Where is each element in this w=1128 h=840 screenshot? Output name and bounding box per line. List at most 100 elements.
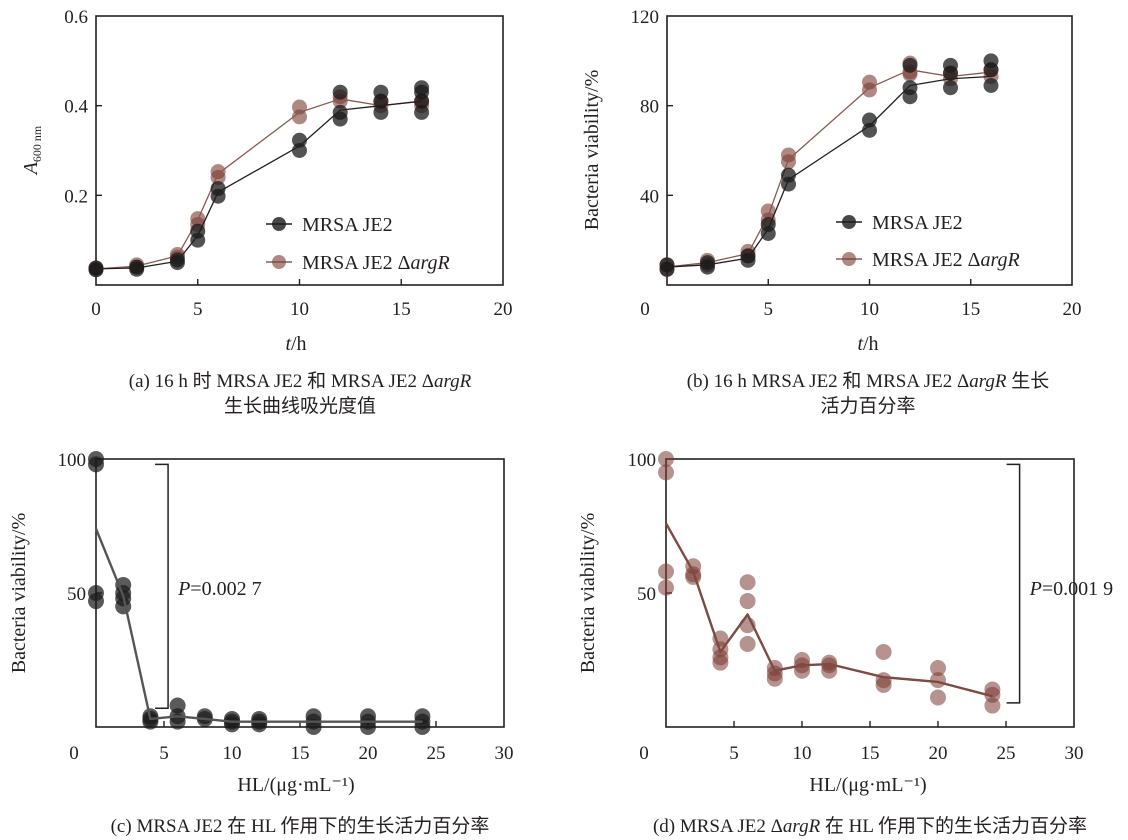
data-point xyxy=(902,57,918,73)
data-point xyxy=(658,464,674,481)
data-point xyxy=(658,563,674,580)
caption-a-line2: 生长曲线吸光度值 xyxy=(224,395,376,417)
x-tick-label: 5 xyxy=(159,743,169,764)
significance-bracket xyxy=(155,463,169,709)
data-point xyxy=(930,660,946,677)
data-point xyxy=(930,689,946,706)
data-point xyxy=(875,643,892,660)
x-tick-label: 0 xyxy=(640,299,650,320)
x-tick-label: 5 xyxy=(764,299,774,320)
data-point xyxy=(658,579,674,596)
data-point xyxy=(292,132,307,148)
x-tick-label: 15 xyxy=(291,743,310,764)
x-tick-label: 5 xyxy=(729,743,739,764)
data-point xyxy=(821,662,838,679)
series-b-0 xyxy=(659,53,999,277)
data-point xyxy=(88,456,104,473)
x-tick-label: 20 xyxy=(929,743,948,764)
x-tick-label: 25 xyxy=(427,743,446,764)
mean-line xyxy=(94,528,423,723)
series-c-0 xyxy=(88,451,431,735)
caption-a-line1: (a) 16 h 时 MRSA JE2 和 MRSA JE2 ΔargR xyxy=(129,370,472,392)
legend-argr-label: MRSA JE2 ΔargR xyxy=(302,252,450,274)
x-tick-label: 10 xyxy=(860,299,879,320)
data-point xyxy=(700,255,715,271)
x-tick-label: 20 xyxy=(494,299,513,320)
data-point xyxy=(739,574,756,591)
x-tick-label: 20 xyxy=(359,743,378,764)
data-point xyxy=(781,147,796,163)
legend-b: MRSA JE2 MRSA JE2 ΔargR xyxy=(836,212,1020,271)
y-tick-label: 120 xyxy=(631,7,660,28)
data-point xyxy=(373,84,389,100)
data-point xyxy=(414,80,430,96)
legend-je2-marker xyxy=(842,215,856,229)
data-point xyxy=(658,451,674,467)
plot-frame-d xyxy=(665,458,1075,728)
x-tick-label: 0 xyxy=(639,743,649,764)
legend-argr-marker xyxy=(842,252,856,266)
y-tick-label: 0.6 xyxy=(64,7,88,28)
data-point xyxy=(930,672,946,689)
x-tick-label: 20 xyxy=(1063,299,1082,320)
legend-je2-label: MRSA JE2 xyxy=(872,212,963,234)
data-point xyxy=(129,259,145,275)
plot-frame-c xyxy=(95,458,505,728)
x-tick-label: 15 xyxy=(861,743,880,764)
data-point xyxy=(766,670,783,687)
data-point xyxy=(224,716,240,733)
panel-a-growth-absorbance: 0 5 10 15 20 0.2 0.4 0.6 MRSA JE2 MRSA JE2 Δarg… xyxy=(20,7,513,417)
x-tick-label: 25 xyxy=(997,743,1016,764)
legend-argr-marker xyxy=(272,255,286,269)
data-point xyxy=(210,181,226,197)
caption-b-line2: 活力百分率 xyxy=(820,395,915,417)
legend-je2-label: MRSA JE2 xyxy=(302,214,393,236)
panel-c-hl-je2: 0 5 10 15 20 25 30 50 100 P=0.002 7 HL/(μg·mL⁻¹)… xyxy=(8,450,514,837)
y-axis-label-d: Bacteria viability/% xyxy=(577,513,599,674)
significance-bracket xyxy=(1006,463,1021,704)
x-tick-label: 15 xyxy=(392,299,411,320)
data-point xyxy=(373,104,389,120)
x-tick-label: 5 xyxy=(193,299,203,320)
x-axis-label-b: t/h xyxy=(857,333,878,355)
data-point xyxy=(332,84,348,100)
data-point xyxy=(88,593,104,610)
series-d-0 xyxy=(658,451,1001,714)
y-tick-label: 50 xyxy=(637,584,656,605)
data-point xyxy=(659,257,675,273)
y-tick-label: 80 xyxy=(640,97,659,118)
x-axis-label-d: HL/(μg·mL⁻¹) xyxy=(809,774,926,796)
series-a-0 xyxy=(88,80,430,278)
x-tick-label: 0 xyxy=(91,299,101,320)
y-tick-label: 100 xyxy=(58,450,87,471)
y-axis-label-a: A600 nm xyxy=(20,125,44,176)
caption-b-line1: (b) 16 h MRSA JE2 和 MRSA JE2 ΔargR 生长 xyxy=(687,370,1050,392)
data-point xyxy=(332,104,348,120)
x-tick-label: 30 xyxy=(495,743,514,764)
data-point xyxy=(943,57,958,73)
data-point xyxy=(739,635,756,652)
mean-line xyxy=(666,69,992,268)
caption-c: (c) MRSA JE2 在 HL 作用下的生长活力百分率 xyxy=(111,815,490,837)
caption-d: (d) MRSA JE2 ΔargR 在 HL 作用下的生长活力百分率 xyxy=(653,815,1087,837)
y-tick-label: 0.2 xyxy=(64,186,88,207)
data-point xyxy=(712,654,729,671)
data-point xyxy=(983,53,999,69)
y-tick-label: 50 xyxy=(67,584,86,605)
data-point xyxy=(88,260,104,276)
legend-argr-label: MRSA JE2 ΔargR xyxy=(872,249,1020,271)
data-point xyxy=(902,80,918,96)
legend-a: MRSA JE2 MRSA JE2 ΔargR xyxy=(266,214,450,274)
data-point xyxy=(251,716,268,733)
p-value-annotation: P=0.001 9 xyxy=(1029,578,1114,600)
mean-line xyxy=(95,100,422,270)
y-tick-label: 40 xyxy=(640,186,659,207)
data-point xyxy=(760,203,776,219)
x-tick-label: 10 xyxy=(290,299,309,320)
data-point xyxy=(875,676,892,693)
data-point xyxy=(984,697,1001,714)
mean-line xyxy=(664,522,993,698)
plot-frame-b xyxy=(666,15,1073,286)
